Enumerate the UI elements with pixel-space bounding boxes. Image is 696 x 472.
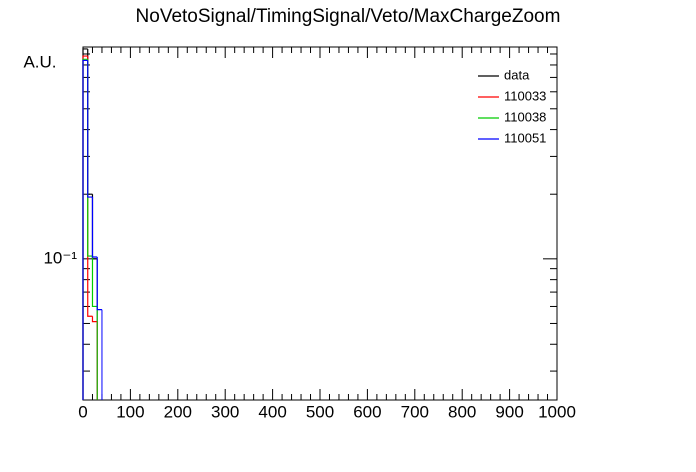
x-tick-label: 600 <box>353 402 381 421</box>
x-tick-label: 900 <box>495 402 523 421</box>
legend-label: 110033 <box>504 88 546 103</box>
chart-title: NoVetoSignal/TimingSignal/Veto/MaxCharge… <box>136 6 561 27</box>
x-tick-label: 800 <box>448 402 476 421</box>
legend-label: data <box>504 67 530 82</box>
hist-bin <box>91 197 98 258</box>
legend-label: 110051 <box>504 130 546 145</box>
x-tick-label: 200 <box>164 402 192 421</box>
hist-bin <box>91 316 98 323</box>
y-axis-label: A.U. <box>23 52 56 71</box>
hist-bin <box>91 256 98 308</box>
y-tick-label: 10⁻¹ <box>43 248 77 267</box>
x-tick-label: 400 <box>258 402 286 421</box>
legend-label: 110038 <box>504 109 546 124</box>
x-tick-label: 500 <box>306 402 334 421</box>
hist-bin <box>82 59 88 400</box>
hist-bin <box>96 256 102 311</box>
x-tick-label: 100 <box>116 402 144 421</box>
hist-bin <box>87 60 93 198</box>
x-tick-label: 1000 <box>538 402 576 421</box>
x-tick-label: 700 <box>401 402 429 421</box>
x-tick-label: 0 <box>78 402 87 421</box>
x-tick-label: 300 <box>211 402 239 421</box>
